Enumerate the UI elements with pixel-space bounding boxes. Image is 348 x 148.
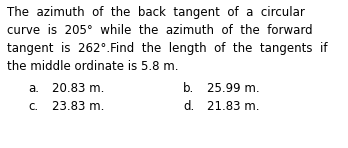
- Text: d.: d.: [183, 100, 194, 113]
- Text: 23.83 m.: 23.83 m.: [52, 100, 104, 113]
- Text: 20.83 m.: 20.83 m.: [52, 82, 104, 95]
- Text: a.: a.: [28, 82, 39, 95]
- Text: 25.99 m.: 25.99 m.: [207, 82, 260, 95]
- Text: 21.83 m.: 21.83 m.: [207, 100, 260, 113]
- Text: b.: b.: [183, 82, 194, 95]
- Text: tangent  is  262°.Find  the  length  of  the  tangents  if: tangent is 262°.Find the length of the t…: [7, 42, 327, 55]
- Text: c.: c.: [28, 100, 38, 113]
- Text: The  azimuth  of  the  back  tangent  of  a  circular: The azimuth of the back tangent of a cir…: [7, 6, 305, 19]
- Text: the middle ordinate is 5.8 m.: the middle ordinate is 5.8 m.: [7, 60, 179, 73]
- Text: curve  is  205°  while  the  azimuth  of  the  forward: curve is 205° while the azimuth of the f…: [7, 24, 313, 37]
